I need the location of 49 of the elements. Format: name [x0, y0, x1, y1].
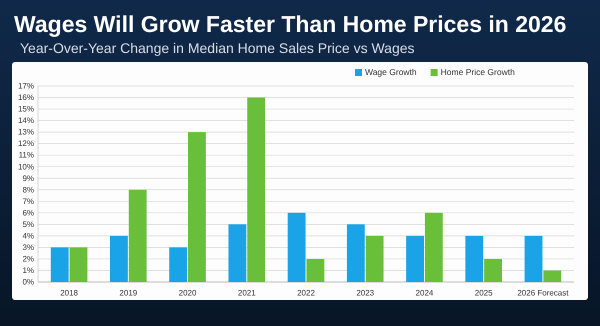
bar: [288, 212, 306, 282]
x-tick-label: 2019: [119, 288, 138, 298]
bar: [465, 236, 484, 282]
legend-label: Wage Growth: [365, 67, 417, 77]
y-tick-label: 1%: [22, 266, 34, 276]
x-tick-label: 2026 Forecast: [517, 288, 570, 298]
y-tick-label: 6%: [22, 208, 34, 218]
bar: [128, 190, 147, 282]
bar: [406, 236, 424, 282]
y-tick-label: 3%: [22, 242, 34, 252]
y-tick-label: 17%: [18, 82, 34, 91]
y-tick-label: 9%: [22, 174, 34, 183]
x-tick-label: 2024: [416, 288, 434, 298]
bar: [228, 224, 246, 282]
bar: [247, 98, 266, 282]
y-tick-label: 13%: [18, 128, 34, 137]
y-tick-label: 0%: [22, 278, 34, 287]
bar: [50, 247, 69, 282]
x-tick-label: 2023: [356, 288, 375, 298]
y-tick-label: 5%: [22, 220, 34, 229]
y-tick-label: 14%: [18, 116, 34, 126]
chart-title: Wages Will Grow Faster Than Home Prices in 2026: [14, 11, 566, 37]
bar: [366, 236, 384, 282]
bar: [188, 132, 206, 282]
bar: [70, 247, 88, 282]
x-tick-label: 2022: [297, 288, 316, 298]
y-tick-label: 2%: [22, 254, 34, 264]
bar: [543, 270, 562, 282]
chart-subtitle: Year-Over-Year Change in Median Home Sales Price vs Wages: [20, 40, 415, 56]
bar: [110, 236, 128, 282]
bar: [484, 258, 502, 282]
x-tick-label: 2021: [238, 288, 256, 298]
y-tick-label: 10%: [18, 162, 34, 172]
y-tick-label: 8%: [22, 185, 34, 194]
x-tick-label: 2025: [474, 288, 494, 298]
y-tick-label: 4%: [22, 231, 34, 240]
bar: [524, 236, 542, 282]
legend-label: Home Price Growth: [440, 67, 516, 77]
bar: [169, 247, 188, 282]
y-tick-label: 7%: [22, 196, 34, 206]
bar: [346, 224, 365, 282]
y-tick-label: 16%: [18, 93, 34, 102]
bar: [306, 258, 324, 282]
y-tick-label: 11%: [18, 150, 34, 160]
bar: [424, 212, 443, 282]
y-tick-label: 15%: [18, 104, 34, 114]
x-tick-label: 2020: [178, 288, 197, 298]
x-tick-label: 2018: [60, 288, 79, 298]
y-tick-label: 12%: [18, 139, 34, 148]
